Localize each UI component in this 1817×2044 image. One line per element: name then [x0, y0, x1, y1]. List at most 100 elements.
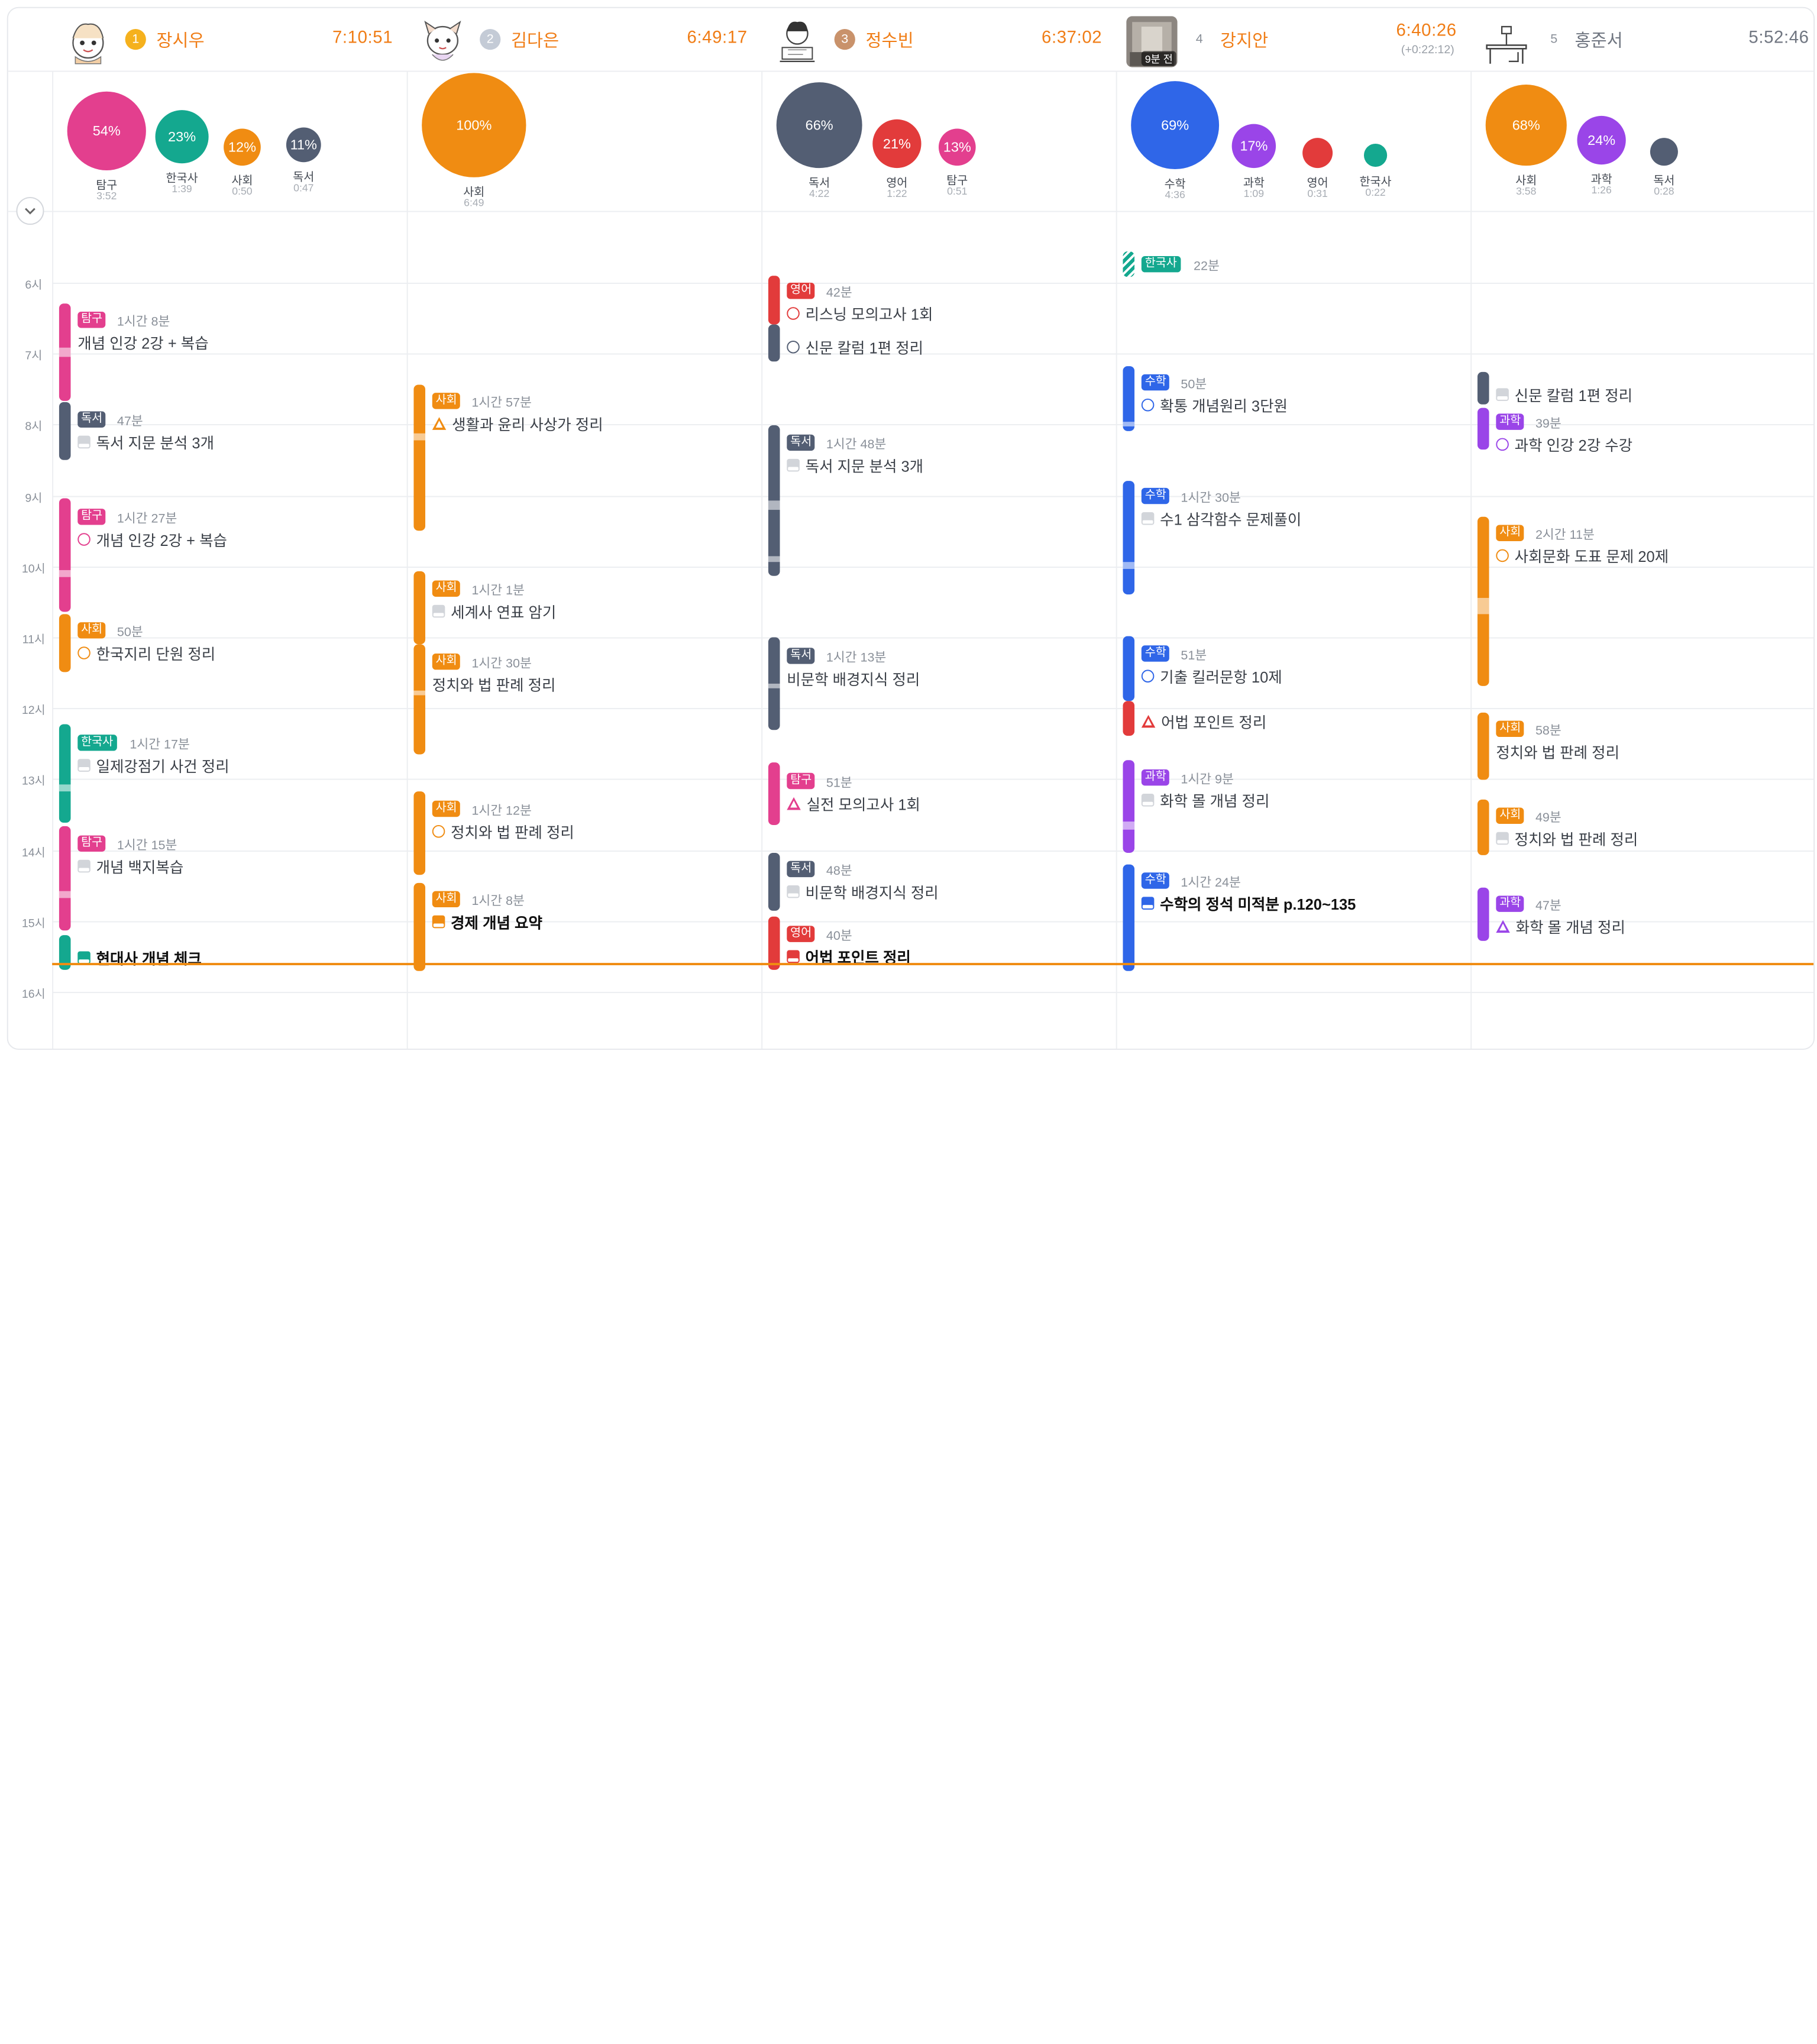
user-header-cell[interactable]: 3 정수빈 6:37:02 — [761, 8, 1116, 71]
study-session-bar[interactable] — [768, 425, 780, 576]
task-item[interactable]: 신문 칼럼 1편 정리 — [1496, 383, 1632, 405]
subject-share-bubble[interactable]: 100% — [422, 73, 526, 177]
study-session-bar[interactable] — [768, 324, 780, 362]
task-item[interactable]: 실전 모의고사 1회 — [787, 793, 920, 814]
status-book-active-icon[interactable] — [787, 950, 800, 963]
subject-share-bubble[interactable]: 66% — [776, 82, 862, 169]
status-triangle-icon[interactable] — [432, 417, 447, 430]
study-session-bar[interactable] — [1477, 371, 1489, 405]
status-circle-icon[interactable] — [1496, 549, 1509, 562]
status-triangle-icon[interactable] — [1496, 920, 1510, 933]
study-session-bar[interactable] — [1123, 760, 1135, 853]
subject-share-bubble[interactable]: 17% — [1231, 124, 1276, 169]
study-session-bar[interactable] — [413, 644, 426, 755]
task-item[interactable]: 생활과 윤리 사상가 정리 — [432, 412, 603, 434]
user-header-cell[interactable]: 1 장시우 7:10:51 — [8, 8, 407, 71]
user-header-cell[interactable]: 2 김다은 6:49:17 — [407, 8, 762, 71]
task-item[interactable]: 정치와 법 판례 정리 — [432, 820, 574, 842]
study-session-bar[interactable] — [768, 637, 780, 730]
collapse-toggle-button[interactable] — [16, 197, 44, 225]
status-circle-icon[interactable] — [1141, 670, 1155, 683]
study-session-bar[interactable] — [1123, 366, 1135, 431]
study-session-bar[interactable] — [413, 791, 426, 875]
user-header-cell[interactable]: 5 홍준서 5:52:46 — [1470, 8, 1813, 71]
task-item[interactable]: 어법 포인트 정리 — [1141, 710, 1266, 732]
status-book-active-icon[interactable] — [432, 915, 445, 929]
task-item[interactable]: 비문학 배경지식 정리 — [787, 667, 920, 689]
task-item[interactable]: 독서 지문 분석 3개 — [787, 454, 923, 476]
status-circle-icon[interactable] — [1496, 438, 1509, 451]
study-session-bar[interactable] — [768, 916, 780, 970]
status-circle-icon[interactable] — [1141, 398, 1155, 412]
subject-share-bubble[interactable]: 69% — [1131, 81, 1220, 170]
status-book-icon[interactable] — [77, 859, 90, 873]
task-item[interactable]: 화학 몰 개념 정리 — [1496, 916, 1625, 937]
study-session-bar[interactable] — [59, 724, 71, 823]
status-book-active-icon[interactable] — [1141, 897, 1155, 910]
study-session-bar[interactable] — [59, 614, 71, 672]
study-session-bar[interactable] — [1477, 407, 1489, 450]
subject-share-bubble[interactable]: 24% — [1577, 115, 1626, 165]
status-triangle-icon[interactable] — [1141, 714, 1156, 728]
task-item[interactable]: 현대사 개념 체크 — [77, 947, 202, 969]
status-circle-icon[interactable] — [432, 824, 445, 838]
avatar[interactable] — [1480, 15, 1533, 68]
status-book-icon[interactable] — [1141, 512, 1155, 525]
study-session-bar[interactable] — [768, 762, 780, 825]
study-session-bar[interactable] — [1123, 251, 1135, 277]
task-item[interactable]: 수1 삼각함수 문제풀이 — [1141, 507, 1301, 529]
subject-share-bubble[interactable]: 54% — [67, 91, 146, 171]
task-item[interactable]: 비문학 배경지식 정리 — [787, 881, 939, 903]
study-session-bar[interactable] — [768, 852, 780, 911]
study-session-bar[interactable] — [413, 384, 426, 531]
task-item[interactable]: 과학 인강 2강 수강 — [1496, 434, 1632, 455]
status-circle-icon[interactable] — [77, 646, 90, 659]
task-item[interactable]: 한국지리 단원 정리 — [77, 642, 215, 664]
user-header-cell[interactable]: 9분 전 4 강지안 6:40:26 (+0:22:12) — [1116, 8, 1471, 71]
avatar[interactable] — [771, 15, 824, 68]
study-session-bar[interactable] — [1123, 636, 1135, 701]
study-session-bar[interactable] — [1123, 701, 1135, 736]
study-session-bar[interactable] — [1123, 481, 1135, 595]
subject-share-bubble[interactable] — [1363, 143, 1388, 167]
status-book-icon[interactable] — [432, 604, 445, 618]
study-session-bar[interactable] — [1477, 516, 1489, 686]
subject-share-bubble[interactable]: 68% — [1485, 85, 1567, 166]
status-book-icon[interactable] — [77, 759, 90, 772]
status-book-icon[interactable] — [787, 458, 800, 472]
status-book-icon[interactable] — [1141, 794, 1155, 807]
task-item[interactable]: 독서 지문 분석 3개 — [77, 431, 214, 453]
subject-share-bubble[interactable]: 21% — [872, 119, 922, 169]
study-session-bar[interactable] — [413, 571, 426, 645]
task-item[interactable]: 개념 인강 2강 + 복습 — [77, 331, 208, 353]
study-session-bar[interactable] — [768, 276, 780, 325]
study-session-bar[interactable] — [59, 826, 71, 931]
avatar[interactable] — [62, 15, 115, 68]
subject-share-bubble[interactable]: 13% — [938, 128, 976, 166]
study-session-bar[interactable] — [59, 935, 71, 970]
study-session-bar[interactable] — [1123, 864, 1135, 971]
status-triangle-icon[interactable] — [787, 797, 801, 810]
task-item[interactable]: 신문 칼럼 1편 정리 — [787, 336, 923, 358]
status-book-icon[interactable] — [1496, 832, 1509, 845]
task-item[interactable]: 정치와 법 판례 정리 — [432, 673, 556, 695]
avatar[interactable]: 9분 전 — [1125, 15, 1178, 68]
study-session-bar[interactable] — [59, 498, 71, 612]
task-item[interactable]: 리스닝 모의고사 1회 — [787, 302, 933, 324]
task-item[interactable]: 정치와 법 판례 정리 — [1496, 827, 1638, 849]
study-session-bar[interactable] — [1477, 799, 1489, 855]
status-book-icon[interactable] — [77, 435, 90, 449]
study-session-bar[interactable] — [413, 882, 426, 971]
task-item[interactable]: 수학의 정석 미적분 p.120~135 — [1141, 892, 1356, 914]
status-circle-icon[interactable] — [787, 341, 800, 354]
subject-share-bubble[interactable]: 23% — [155, 110, 209, 164]
status-book-icon[interactable] — [787, 885, 800, 898]
study-session-bar[interactable] — [59, 303, 71, 401]
subject-share-bubble[interactable]: 11% — [286, 127, 321, 163]
status-book-icon[interactable] — [1496, 388, 1509, 401]
task-item[interactable]: 세계사 연표 암기 — [432, 600, 556, 622]
task-item[interactable]: 개념 인강 2강 + 복습 — [77, 528, 227, 550]
task-item[interactable]: 개념 백지복습 — [77, 855, 183, 877]
task-item[interactable]: 일제강점기 사건 정리 — [77, 754, 229, 776]
subject-share-bubble[interactable] — [1650, 138, 1678, 166]
